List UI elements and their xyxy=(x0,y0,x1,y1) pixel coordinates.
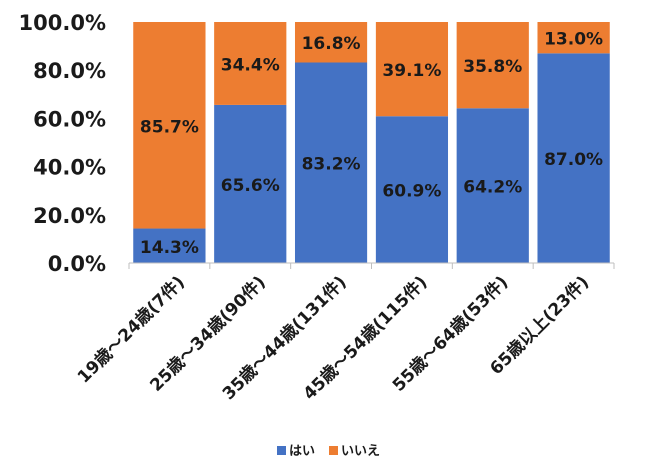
data-label-yes-3: 60.9% xyxy=(382,182,441,202)
legend-label-yes: はい xyxy=(289,444,315,459)
data-labels-layer: 14.3% 85.7% 65.6% 34.4% 83.2% 16.8% 60.9% 39.1%… xyxy=(140,30,603,258)
bar-yes-1 xyxy=(214,104,287,264)
legend-swatch-yes xyxy=(277,446,286,455)
y-tick-label: 80.0% xyxy=(33,59,106,83)
bar-yes-5 xyxy=(537,53,610,263)
data-label-no-4: 35.8% xyxy=(463,57,522,77)
legend: はい いいえ xyxy=(277,444,380,459)
data-label-no-5: 13.0% xyxy=(544,30,603,50)
bar-no-0 xyxy=(133,22,206,229)
data-label-yes-0: 14.3% xyxy=(140,238,199,258)
y-axis: 0.0% 20.0% 40.0% 60.0% 80.0% 100.0% xyxy=(19,11,106,276)
data-label-no-2: 16.8% xyxy=(302,34,361,54)
bar-yes-0 xyxy=(133,228,206,263)
data-label-yes-4: 64.2% xyxy=(463,178,522,198)
bar-yes-2 xyxy=(294,62,368,263)
bar-yes-4 xyxy=(456,108,529,263)
data-label-no-1: 34.4% xyxy=(221,55,280,75)
bar-no-2 xyxy=(294,22,368,63)
data-label-yes-2: 83.2% xyxy=(302,155,361,175)
bar-no-1 xyxy=(214,22,287,105)
legend-swatch-no xyxy=(329,446,338,455)
bar-no-5 xyxy=(537,22,610,54)
data-label-no-3: 39.1% xyxy=(382,61,441,81)
legend-label-no: いいえ xyxy=(341,444,380,459)
bar-no-4 xyxy=(456,22,529,109)
y-tick-label: 20.0% xyxy=(33,204,106,228)
bars-layer xyxy=(133,22,610,264)
data-label-yes-1: 65.6% xyxy=(221,176,280,196)
y-tick-label: 40.0% xyxy=(33,156,106,180)
bar-no-3 xyxy=(375,22,449,117)
y-tick-label: 60.0% xyxy=(33,107,106,131)
data-label-no-0: 85.7% xyxy=(140,117,199,137)
y-tick-label: 100.0% xyxy=(19,11,106,35)
y-tick-label: 0.0% xyxy=(48,252,106,276)
bar-yes-3 xyxy=(375,116,449,263)
data-label-yes-5: 87.0% xyxy=(544,150,603,170)
x-axis: 19歳～24歳(7件)25歳～34歳(90件)35歳～44歳(131件)45歳～… xyxy=(73,262,615,404)
